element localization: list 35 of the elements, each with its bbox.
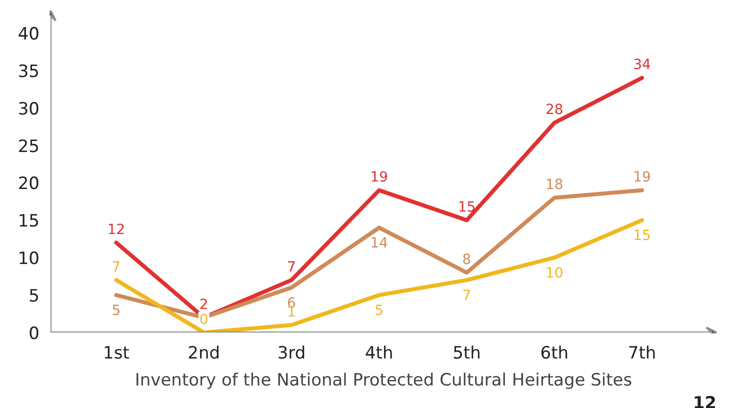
x-tick-label: 5th xyxy=(452,344,481,364)
x-axis-title: Inventory of the National Protected Cultural Heirtage Sites xyxy=(134,370,632,390)
y-tick-label: 5 xyxy=(28,286,40,307)
data-label: 28 xyxy=(545,102,564,118)
data-label: 10 xyxy=(545,265,564,282)
y-tick-label: 40 xyxy=(18,24,40,44)
data-label: 7 xyxy=(287,259,296,276)
data-label: 7 xyxy=(462,288,472,304)
y-tick-label: 0 xyxy=(28,324,40,344)
x-tick-label: 3rd xyxy=(277,344,306,364)
data-label: 19 xyxy=(370,169,388,186)
y-tick-label: 25 xyxy=(18,136,40,157)
y-tick-label: 30 xyxy=(18,99,40,120)
data-label: 5 xyxy=(112,302,121,319)
x-tick-label: 4th xyxy=(364,344,394,364)
data-label: 19 xyxy=(633,169,651,186)
data-label: 14 xyxy=(370,235,388,252)
data-label: 34 xyxy=(633,57,652,74)
x-tick-label: 6th xyxy=(540,344,569,364)
data-label: 15 xyxy=(458,199,476,216)
data-label: 7 xyxy=(112,259,121,276)
data-label: 0 xyxy=(199,312,208,328)
y-tick-label: 35 xyxy=(18,62,40,82)
data-label: 12 xyxy=(107,222,126,238)
x-tick-label: 1st xyxy=(103,344,130,364)
data-label: 8 xyxy=(462,252,472,268)
y-tick-label: 15 xyxy=(18,212,40,232)
data-label: 18 xyxy=(545,176,564,193)
y-tick-label: 10 xyxy=(18,249,40,270)
data-label: 15 xyxy=(633,228,651,244)
x-tick-label: 7th xyxy=(628,344,656,364)
x-tick-label: 2nd xyxy=(188,344,220,364)
data-label: 2 xyxy=(199,296,208,313)
y-tick-label: 20 xyxy=(18,174,40,194)
data-label: 5 xyxy=(374,302,384,319)
